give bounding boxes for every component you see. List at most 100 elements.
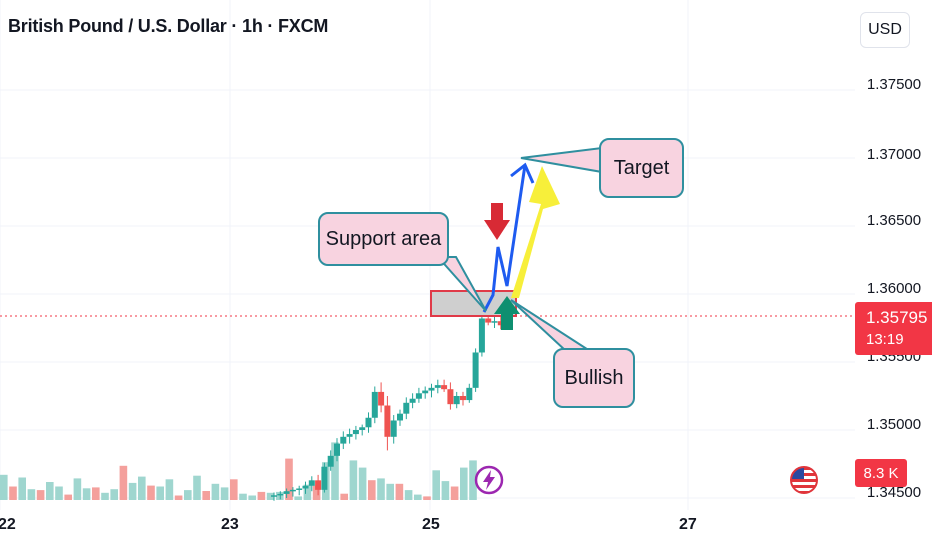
volume-bar <box>92 487 100 500</box>
volume-bar <box>294 496 302 500</box>
volume-bar <box>156 486 164 500</box>
volume-bar <box>110 489 118 500</box>
chart-title: British Pound / U.S. Dollar · 1h · FXCM <box>8 16 329 36</box>
candle-body <box>472 352 479 388</box>
projected-path-line <box>482 164 527 313</box>
up-arrow-green[interactable] <box>494 296 520 330</box>
candle-body <box>334 443 340 456</box>
candle-body <box>321 466 328 490</box>
volume-bar <box>18 477 26 500</box>
bullish-callout[interactable]: Bullish <box>553 348 635 408</box>
price-axis-label: 1.36500 <box>866 212 922 229</box>
volume-bar <box>432 470 440 500</box>
candle-body <box>397 413 403 421</box>
volume-bar <box>82 488 91 500</box>
candle-body <box>315 480 322 490</box>
time-axis-label: 27 <box>679 516 697 533</box>
candle-body <box>327 455 334 467</box>
volume-bar <box>386 483 394 500</box>
volume-bar <box>257 491 266 500</box>
candle-body <box>289 489 296 492</box>
volume-bar <box>377 478 385 500</box>
volume-bar <box>248 495 256 500</box>
us-flag-event-icon[interactable] <box>789 465 819 495</box>
candle-body <box>384 405 391 437</box>
price-axis-label: 1.36000 <box>866 280 922 297</box>
projected-path[interactable] <box>482 162 535 313</box>
candle-body <box>359 427 366 430</box>
volume-bar <box>101 492 109 500</box>
volume-bar <box>414 494 422 500</box>
candle-body <box>497 321 504 326</box>
yellow-bullish-arrow[interactable] <box>511 166 560 298</box>
target-callout[interactable]: Target <box>599 138 684 198</box>
volume-bar <box>331 442 339 500</box>
volume-bar <box>285 458 293 500</box>
candle-body <box>283 491 290 494</box>
candle-body <box>403 402 410 414</box>
candle-body <box>466 387 473 401</box>
price-axis-label: 1.37500 <box>866 76 922 93</box>
volume-bar <box>9 486 17 500</box>
volume-bar <box>46 482 54 500</box>
volume-bar <box>0 474 8 500</box>
projected-path-arrowhead <box>510 162 535 184</box>
volume-bar <box>64 494 72 500</box>
candle-body <box>340 436 347 444</box>
volume-bar <box>73 478 82 500</box>
volume-bars <box>0 442 477 500</box>
support-area-callout[interactable]: Support area <box>318 212 449 266</box>
candle-body <box>485 318 492 323</box>
volume-bar <box>128 482 137 500</box>
target-callout-pointer <box>520 146 603 174</box>
bar-countdown: 13:19 <box>866 331 904 348</box>
volume-bar <box>220 487 229 500</box>
candle-body <box>302 485 309 489</box>
volume-bar <box>441 481 450 500</box>
time-axis-label: 23 <box>221 516 239 533</box>
volume-bar <box>55 486 63 500</box>
volume-bar <box>147 485 155 500</box>
candle-body <box>296 488 303 490</box>
volume-bar <box>368 480 376 500</box>
down-arrow-red[interactable] <box>484 203 510 240</box>
candle-body <box>346 434 353 437</box>
volume-value-tag: 8.3 K <box>855 459 907 487</box>
currency-button[interactable]: USD <box>860 12 910 48</box>
volume-bar <box>450 486 459 500</box>
volume-bar <box>404 490 413 500</box>
volume-bar <box>358 467 367 500</box>
volume-bar <box>230 479 238 500</box>
candle-body <box>453 396 460 405</box>
volume-bar <box>239 493 247 500</box>
price-axis-label: 1.35000 <box>866 416 922 433</box>
lightning-event-icon[interactable] <box>474 465 504 495</box>
candle-body <box>409 398 416 403</box>
volume-bar <box>119 465 128 500</box>
bullish-callout-pointer <box>510 299 594 352</box>
candle-body <box>428 387 435 391</box>
candle-body <box>491 321 498 323</box>
volume-bar <box>312 485 321 500</box>
volume-bar <box>36 490 45 500</box>
volume-bar <box>174 495 183 500</box>
volume-bar <box>211 483 220 500</box>
volume-bar <box>395 483 404 500</box>
volume-bar <box>303 484 312 500</box>
time-axis-label: 22 <box>0 516 16 533</box>
price-axis-label: 1.34500 <box>866 484 922 501</box>
candle-body <box>434 385 441 388</box>
candle-body <box>390 420 397 437</box>
candle-body <box>271 495 277 497</box>
candle-body <box>371 391 378 418</box>
volume-bar <box>349 460 358 500</box>
volume-bar <box>340 493 348 500</box>
volume-bar <box>193 475 201 500</box>
volume-bar <box>266 492 275 500</box>
volume-bar <box>469 460 477 500</box>
volume-bar <box>138 476 146 500</box>
last-price-value: 1.35795 <box>866 308 928 327</box>
candle-body <box>352 430 359 435</box>
